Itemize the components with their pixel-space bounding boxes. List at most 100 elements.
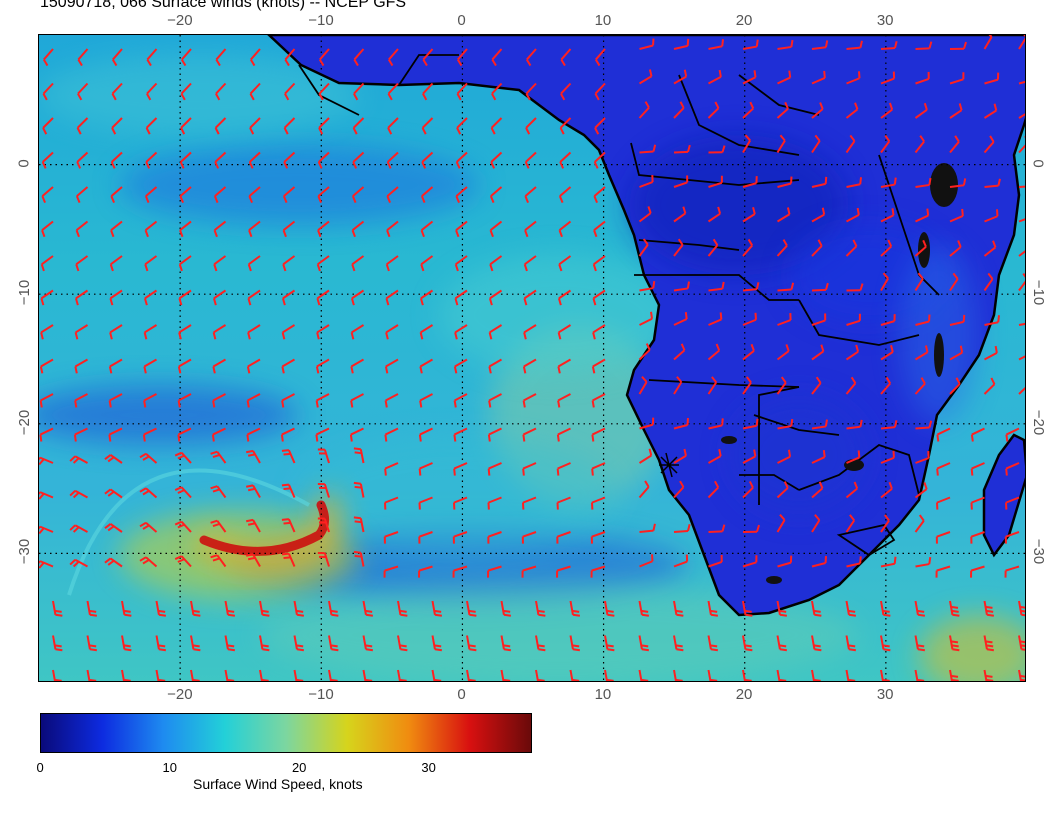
- lat-tick-label-right: 0: [1029, 158, 1047, 168]
- wind-barb-feather: [951, 609, 959, 613]
- wind-barb-feather: [212, 488, 220, 493]
- wind-barb-shaft: [524, 186, 537, 197]
- wind-barb-feather: [849, 134, 856, 142]
- wind-barb-shaft: [323, 518, 330, 533]
- wind-barb-shaft: [880, 562, 895, 568]
- wind-barb-shaft: [639, 560, 653, 568]
- wind-barb-shaft: [880, 519, 890, 533]
- wind-barb-feather: [676, 376, 683, 383]
- wind-barb-feather: [434, 609, 442, 613]
- wind-barb-feather: [353, 447, 361, 451]
- wind-barb-feather: [890, 344, 894, 353]
- wind-barb-feather: [744, 678, 752, 681]
- wind-barb-shaft: [569, 669, 574, 681]
- wind-barb-feather: [315, 366, 320, 374]
- wind-map[interactable]: [38, 34, 1026, 682]
- wind-barb-feather: [454, 332, 458, 340]
- wind-barb-feather: [39, 562, 45, 569]
- wind-barb-feather: [676, 613, 684, 617]
- wind-barb-shaft: [287, 449, 296, 464]
- wind-barb-feather: [281, 518, 290, 521]
- wind-barb-feather: [456, 127, 462, 135]
- wind-barb-shaft: [145, 117, 158, 129]
- wind-barb-shaft: [880, 245, 892, 257]
- wind-barb-shaft: [949, 278, 959, 292]
- wind-barb-feather: [1020, 609, 1025, 613]
- wind-barb-feather: [523, 332, 527, 340]
- wind-barb-shaft: [41, 255, 54, 266]
- wind-barb-shaft: [75, 220, 89, 231]
- wind-barb-shaft: [487, 531, 502, 538]
- wind-barb-feather: [76, 127, 82, 135]
- wind-barb-feather: [997, 315, 1001, 323]
- wind-barb-shaft: [283, 117, 296, 129]
- wind-barb-feather: [675, 644, 683, 648]
- wind-barb-shaft: [880, 277, 889, 292]
- wind-barb-shaft: [315, 427, 330, 436]
- wind-barb-shaft: [178, 289, 192, 300]
- wind-barb-shaft: [490, 117, 503, 129]
- wind-barb-shaft: [385, 289, 399, 300]
- wind-barb-feather: [353, 481, 361, 485]
- wind-barb-shaft: [776, 213, 791, 223]
- wind-barb-shaft: [558, 324, 572, 334]
- wind-barb-shaft: [488, 427, 502, 436]
- wind-barb-feather: [146, 93, 152, 101]
- wind-barb-feather: [856, 207, 860, 216]
- wind-barb-feather: [210, 554, 218, 559]
- wind-barb-shaft: [318, 117, 330, 129]
- wind-barb-shaft: [593, 220, 606, 231]
- wind-barb-feather: [779, 644, 787, 648]
- wind-barb-feather: [39, 456, 41, 461]
- wind-barb-shaft: [489, 324, 503, 334]
- wind-barb-shaft: [397, 600, 402, 615]
- wind-barb-feather: [714, 480, 720, 488]
- wind-barb-feather: [955, 377, 961, 385]
- wind-barb-shaft: [420, 255, 434, 266]
- wind-barb-shaft: [212, 427, 226, 436]
- wind-barb-feather: [365, 648, 374, 652]
- wind-barb-shaft: [639, 317, 653, 326]
- wind-barb-feather: [39, 400, 43, 408]
- wind-barb-feather: [76, 161, 82, 169]
- wind-barb-feather: [89, 644, 97, 648]
- wind-barb-shaft: [604, 669, 608, 681]
- wind-barb-feather: [487, 434, 491, 442]
- wind-barb-shaft: [86, 669, 91, 681]
- wind-barb-feather: [350, 332, 355, 340]
- wind-barb-feather: [557, 298, 562, 306]
- wind-barb-feather: [686, 281, 690, 289]
- wind-barb-shaft: [224, 600, 229, 615]
- wind-barb-feather: [814, 648, 822, 652]
- wind-barb-feather: [316, 263, 321, 272]
- lon-tick-label-top: 20: [735, 12, 753, 29]
- wind-barb-shaft: [971, 427, 985, 436]
- wind-barb-shaft: [121, 635, 126, 650]
- wind-barb-shaft: [673, 150, 689, 154]
- wind-barb-shaft: [43, 48, 54, 61]
- wind-barb-feather: [178, 263, 183, 272]
- wind-barb-feather: [790, 282, 795, 290]
- wind-barb-shaft: [673, 560, 688, 568]
- wind-barb-feather: [788, 449, 792, 457]
- country-border: [798, 299, 920, 346]
- wind-barb-shaft: [811, 108, 824, 119]
- wind-barb-shaft: [569, 635, 574, 650]
- wind-barb-feather: [951, 644, 959, 648]
- wind-barb-shaft: [984, 352, 998, 361]
- wind-barb-feather: [779, 648, 788, 652]
- wind-barb-feather: [42, 93, 48, 101]
- wind-barb-feather: [245, 518, 254, 523]
- wind-map-canvas[interactable]: [39, 35, 1026, 682]
- wind-barb-shaft: [593, 186, 606, 197]
- wind-barb-feather: [210, 485, 218, 490]
- wind-barb-feather: [928, 177, 932, 186]
- wind-barb-feather: [245, 449, 254, 454]
- wind-barb-shaft: [639, 287, 654, 292]
- wind-barb-shaft: [491, 82, 503, 95]
- wind-barb-shaft: [560, 48, 572, 61]
- wind-barb-shaft: [880, 351, 894, 361]
- wind-barb-feather: [779, 609, 787, 613]
- wind-barb-shaft: [488, 496, 502, 504]
- wind-barb-feather: [174, 451, 182, 457]
